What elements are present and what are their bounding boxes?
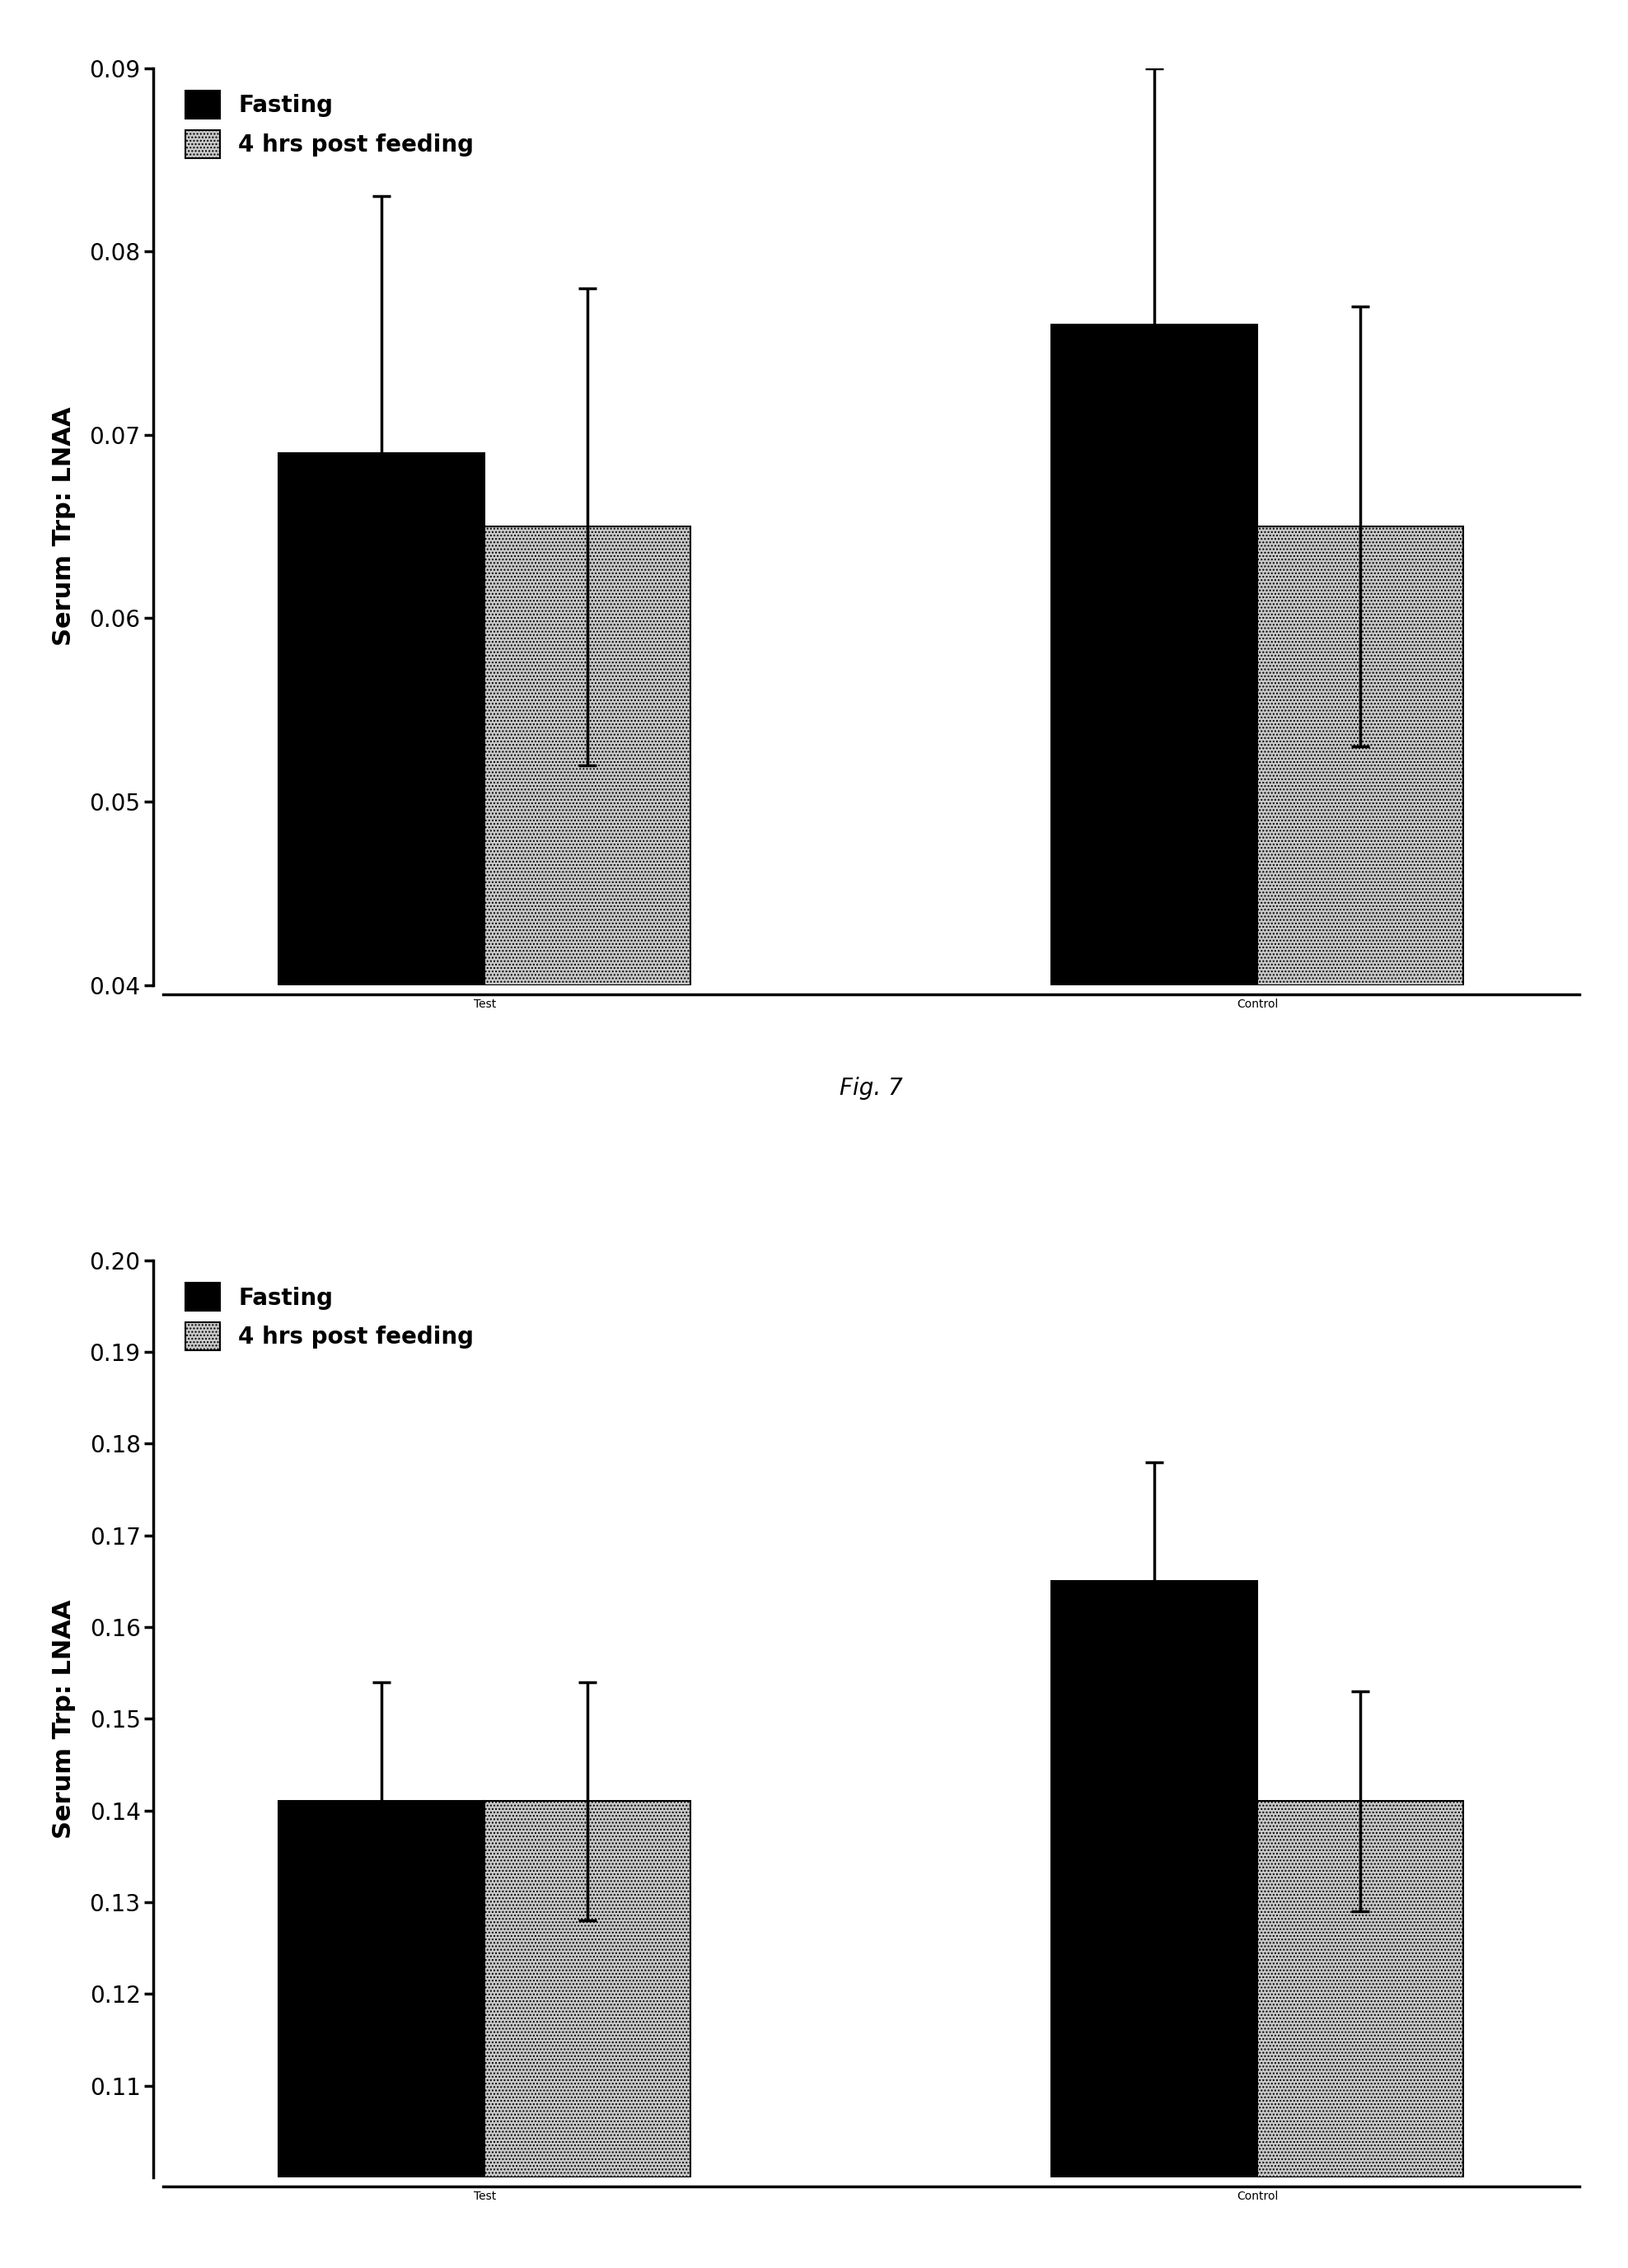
Bar — [1257, 1801, 1464, 2177]
Text: Fig. 7: Fig. 7 — [840, 1077, 902, 1100]
Bar — [1257, 526, 1464, 984]
Bar — [1052, 1581, 1257, 2177]
Bar — [1052, 324, 1257, 984]
Legend: Fasting, 4 hrs post feeding: Fasting, 4 hrs post feeding — [174, 1272, 485, 1361]
Y-axis label: Serum Trp: LNAA: Serum Trp: LNAA — [52, 1599, 75, 1839]
Y-axis label: Serum Trp: LNAA: Serum Trp: LNAA — [52, 406, 75, 646]
Bar — [485, 1801, 690, 2177]
Legend: Fasting, 4 hrs post feeding: Fasting, 4 hrs post feeding — [174, 79, 485, 170]
Bar — [278, 1801, 485, 2177]
Bar — [485, 526, 690, 984]
Bar — [278, 454, 485, 984]
